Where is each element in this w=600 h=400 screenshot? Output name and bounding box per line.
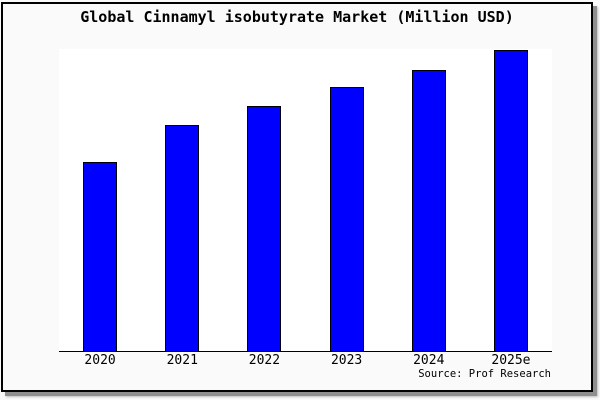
bar-slot-2020 (59, 49, 141, 351)
x-tick-2024: 2024 (413, 353, 445, 368)
bar-slot-2024 (388, 49, 470, 351)
x-axis-labels: 2020 2021 2022 2023 2024 2025e (59, 354, 552, 368)
bar-slot-2023 (306, 49, 388, 351)
bar-2021 (165, 125, 200, 351)
x-tick-2025e: 2025e (491, 353, 531, 368)
bar-slot-2022 (223, 49, 305, 351)
bar-2022 (247, 106, 282, 351)
x-tick-2023: 2023 (330, 353, 363, 368)
x-tick-2021: 2021 (166, 353, 198, 368)
source-credit: Source: Prof Research (418, 368, 551, 380)
chart-title: Global Cinnamyl isobutyrate Market (Mill… (80, 8, 514, 26)
bar-slot-2021 (141, 49, 223, 351)
bar-slot-2025e (470, 49, 552, 351)
bar-2020 (83, 161, 118, 351)
bar-2023 (329, 87, 364, 351)
bar-2024 (411, 70, 446, 351)
plot-area (59, 49, 552, 352)
x-tick-2020: 2020 (84, 353, 116, 368)
bar-2025e (493, 49, 528, 351)
x-tick-2022: 2022 (248, 353, 281, 368)
chart-frame: Global Cinnamyl isobutyrate Market (Mill… (1, 2, 593, 392)
